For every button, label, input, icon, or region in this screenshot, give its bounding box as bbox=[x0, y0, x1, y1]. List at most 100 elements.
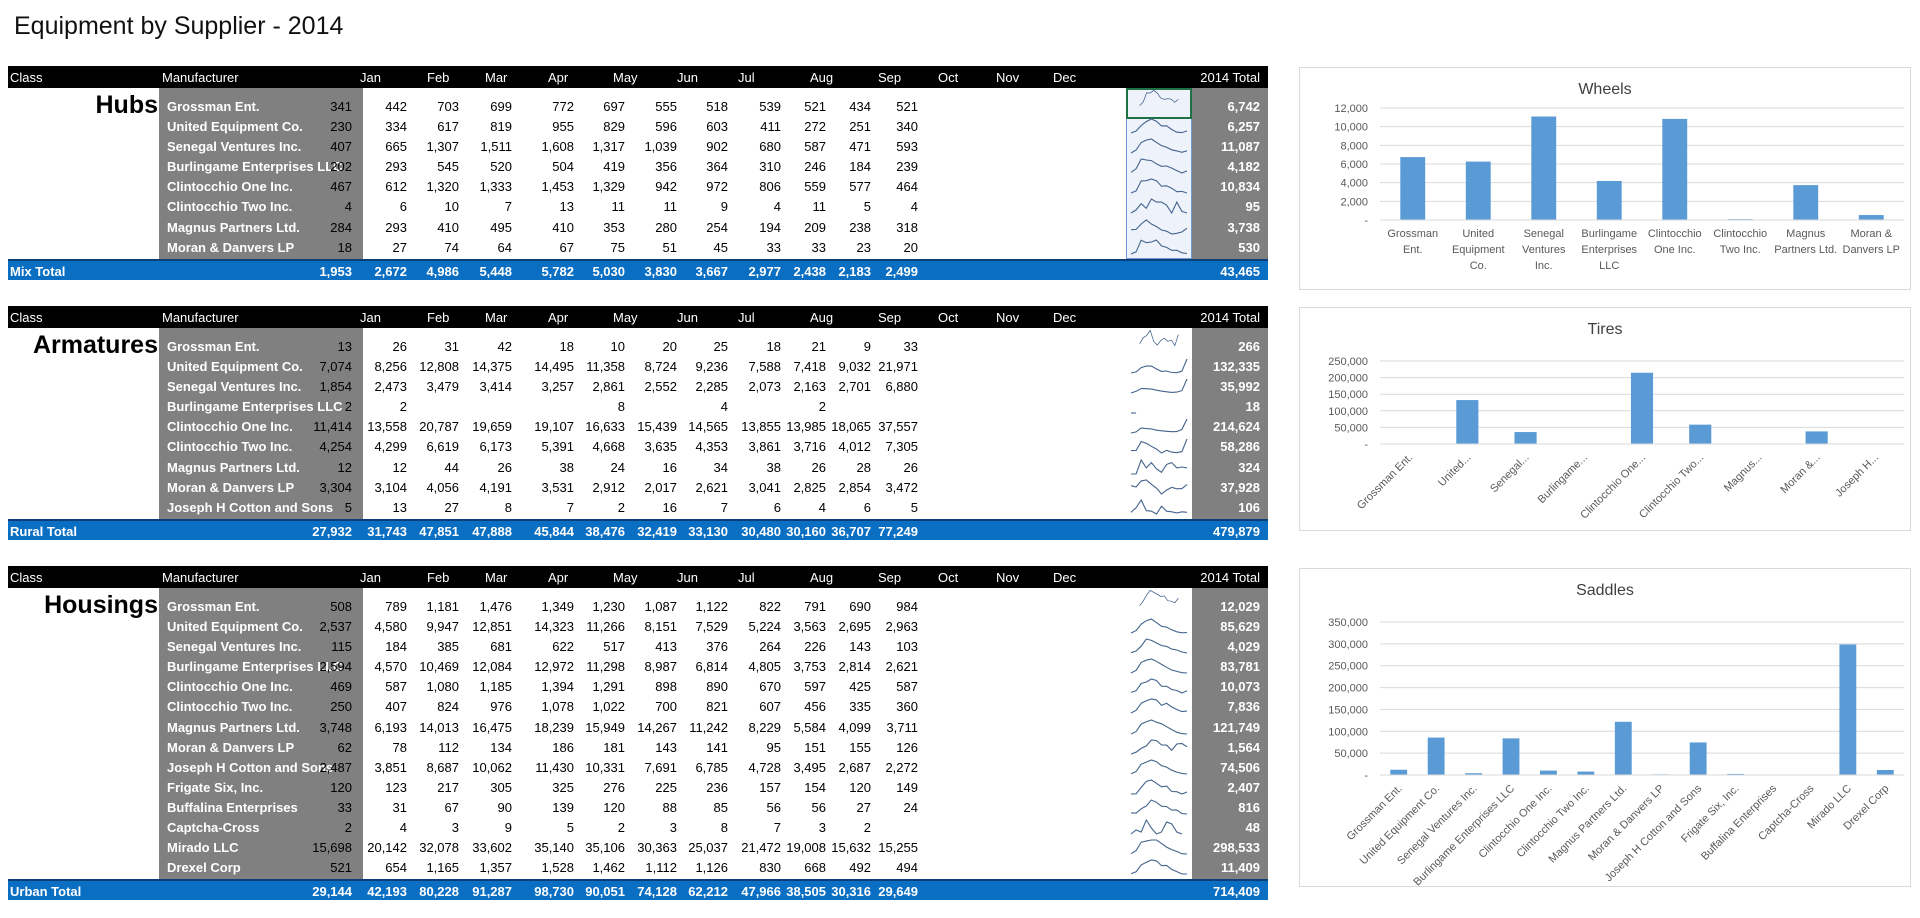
cell-dec[interactable]: 15,255 bbox=[878, 840, 918, 856]
bar[interactable] bbox=[1514, 432, 1537, 444]
cell-oct[interactable]: 5,584 bbox=[793, 719, 826, 735]
cell-oct[interactable]: 154 bbox=[804, 779, 826, 795]
cell-dec[interactable]: 494 bbox=[896, 860, 918, 876]
cell-aug[interactable]: 14,565 bbox=[688, 419, 728, 435]
cell-mar[interactable]: 6,619 bbox=[426, 439, 459, 455]
cell-oct[interactable]: 21 bbox=[811, 339, 826, 354]
cell-jul[interactable]: 15,439 bbox=[637, 419, 677, 435]
cell-aug[interactable]: 254 bbox=[706, 219, 728, 235]
cell-dec[interactable]: 4 bbox=[910, 199, 918, 215]
cell-mar[interactable]: 10,469 bbox=[419, 659, 459, 675]
cell-nov[interactable]: 28 bbox=[856, 459, 871, 475]
cell-mar[interactable]: 10 bbox=[444, 199, 459, 215]
row-total[interactable]: 74,506 bbox=[1220, 759, 1260, 775]
cell-aug[interactable]: 7 bbox=[720, 499, 728, 515]
total-jan[interactable]: 1,953 bbox=[319, 263, 352, 279]
cell-oct[interactable]: 56 bbox=[811, 799, 826, 815]
cell-dec[interactable]: 340 bbox=[896, 119, 918, 134]
cell-jul[interactable]: 8,987 bbox=[644, 659, 677, 675]
cell-dec[interactable]: 26 bbox=[903, 459, 918, 475]
cell-jul[interactable]: 700 bbox=[655, 699, 677, 715]
row-total[interactable]: 298,533 bbox=[1213, 840, 1260, 856]
cell-sep[interactable]: 607 bbox=[759, 699, 781, 715]
cell-oct[interactable]: 4 bbox=[818, 499, 826, 515]
bar[interactable] bbox=[1596, 180, 1622, 220]
cell-feb[interactable]: 27 bbox=[392, 239, 407, 255]
cell-jun[interactable]: 181 bbox=[603, 739, 625, 755]
bar[interactable] bbox=[1400, 157, 1426, 220]
cell-jun[interactable]: 419 bbox=[603, 159, 625, 175]
cell-nov[interactable]: 5 bbox=[863, 199, 871, 215]
cell-mar[interactable]: 3,479 bbox=[426, 379, 459, 395]
cell-feb[interactable]: 293 bbox=[385, 159, 407, 175]
cell-jun[interactable]: 4,668 bbox=[592, 439, 625, 455]
total-dec[interactable]: 2,499 bbox=[885, 263, 918, 279]
cell-nov[interactable]: 143 bbox=[849, 639, 871, 655]
row-total[interactable]: 121,749 bbox=[1213, 719, 1260, 735]
cell-oct[interactable]: 521 bbox=[804, 99, 826, 114]
bar[interactable] bbox=[1793, 185, 1819, 220]
cell-jun[interactable]: 16,633 bbox=[585, 419, 625, 435]
cell-sep[interactable]: 13,855 bbox=[741, 419, 781, 435]
row-total[interactable]: 4,029 bbox=[1227, 639, 1260, 655]
cell-mar[interactable]: 217 bbox=[437, 779, 459, 795]
cell-nov[interactable]: 15,632 bbox=[831, 840, 871, 856]
cell-sep[interactable]: 38 bbox=[766, 459, 781, 475]
cell-jul[interactable]: 88 bbox=[662, 799, 677, 815]
cell-jul[interactable]: 8,724 bbox=[644, 359, 677, 374]
row-total[interactable]: 4,182 bbox=[1227, 159, 1260, 175]
cell-apr[interactable]: 1,357 bbox=[479, 860, 512, 876]
cell-sep[interactable]: 264 bbox=[759, 639, 781, 655]
cell-feb[interactable]: 4 bbox=[399, 820, 407, 835]
cell-jul[interactable]: 2,017 bbox=[644, 479, 677, 495]
cell-jan[interactable]: 15,698 bbox=[312, 840, 352, 856]
cell-sep[interactable]: 157 bbox=[759, 779, 781, 795]
total-apr[interactable]: 47,888 bbox=[472, 523, 512, 539]
cell-oct[interactable]: 246 bbox=[804, 159, 826, 175]
cell-jan[interactable]: 508 bbox=[330, 599, 352, 614]
cell-aug[interactable]: 141 bbox=[706, 739, 728, 755]
cell-mar[interactable]: 20,787 bbox=[419, 419, 459, 435]
cell-aug[interactable]: 603 bbox=[706, 119, 728, 134]
cell-dec[interactable]: 126 bbox=[896, 739, 918, 755]
cell-jan[interactable]: 12 bbox=[337, 459, 352, 475]
cell-mar[interactable]: 9,947 bbox=[426, 619, 459, 634]
total-jun[interactable]: 38,476 bbox=[585, 523, 625, 539]
cell-jun[interactable]: 353 bbox=[603, 219, 625, 235]
cell-jan[interactable]: 5 bbox=[344, 499, 352, 515]
cell-apr[interactable]: 10,062 bbox=[472, 759, 512, 775]
total-jun[interactable]: 90,051 bbox=[585, 884, 625, 900]
cell-aug[interactable]: 2,285 bbox=[695, 379, 728, 395]
cell-jul[interactable]: 2,552 bbox=[644, 379, 677, 395]
total-feb[interactable]: 2,672 bbox=[374, 263, 407, 279]
cell-jun[interactable]: 11,266 bbox=[586, 619, 625, 634]
cell-may[interactable]: 139 bbox=[552, 799, 574, 815]
cell-jun[interactable]: 10 bbox=[610, 339, 625, 354]
cell-jan[interactable]: 11,414 bbox=[313, 419, 352, 435]
bar[interactable] bbox=[1689, 424, 1712, 444]
cell-sep[interactable]: 806 bbox=[759, 179, 781, 195]
cell-nov[interactable]: 2 bbox=[863, 820, 871, 835]
cell-feb[interactable]: 12 bbox=[392, 459, 407, 475]
bar[interactable] bbox=[1577, 771, 1595, 775]
cell-aug[interactable]: 8 bbox=[720, 820, 728, 835]
cell-may[interactable]: 1,528 bbox=[541, 860, 574, 876]
cell-mar[interactable]: 27 bbox=[444, 499, 459, 515]
cell-mar[interactable]: 3 bbox=[451, 820, 459, 835]
cell-jan[interactable]: 2,594 bbox=[319, 659, 352, 675]
cell-mar[interactable]: 824 bbox=[437, 699, 459, 715]
cell-may[interactable]: 14,495 bbox=[534, 359, 574, 374]
row-total[interactable]: 2,407 bbox=[1227, 779, 1260, 795]
cell-aug[interactable]: 376 bbox=[706, 639, 728, 655]
cell-sep[interactable]: 6 bbox=[773, 499, 781, 515]
cell-jan[interactable]: 407 bbox=[330, 139, 352, 155]
cell-may[interactable]: 3,531 bbox=[541, 479, 574, 495]
row-total[interactable]: 6,257 bbox=[1227, 119, 1260, 134]
total-sep[interactable]: 30,480 bbox=[741, 523, 781, 539]
cell-mar[interactable]: 1,181 bbox=[426, 599, 459, 614]
cell-sep[interactable]: 680 bbox=[759, 139, 781, 155]
cell-sep[interactable]: 822 bbox=[759, 599, 781, 614]
cell-feb[interactable]: 6,193 bbox=[374, 719, 407, 735]
total-mar[interactable]: 47,851 bbox=[419, 523, 459, 539]
cell-jul[interactable]: 1,112 bbox=[645, 860, 677, 876]
